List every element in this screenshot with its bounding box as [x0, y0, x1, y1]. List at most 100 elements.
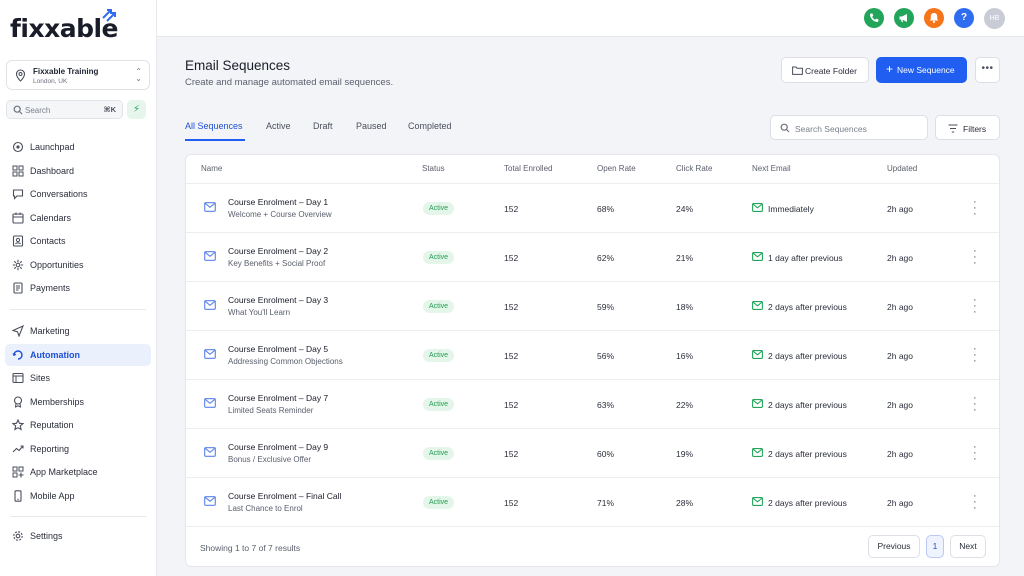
- click-rate: 28%: [676, 498, 694, 508]
- create-folder-button[interactable]: Create Folder: [781, 57, 869, 83]
- user-avatar[interactable]: HB: [984, 8, 1005, 29]
- sequence-name[interactable]: Course Enrolment – Day 3: [228, 295, 329, 305]
- more-options-button[interactable]: •••: [975, 57, 1000, 83]
- previous-page-button[interactable]: Previous: [868, 535, 920, 558]
- search-sequences-input[interactable]: Search Sequences: [770, 115, 928, 140]
- sidebar-item-contacts[interactable]: Contacts: [5, 230, 151, 252]
- help-icon[interactable]: ?: [954, 8, 974, 28]
- total-enrolled: 152: [504, 400, 519, 410]
- next-page-button[interactable]: Next: [950, 535, 986, 558]
- sidebar-item-app-marketplace[interactable]: App Marketplace: [5, 461, 151, 483]
- sidebar-item-label: Launchpad: [30, 142, 75, 152]
- column-header-click-rate: Click Rate: [676, 164, 713, 173]
- next-email: 2 days after previous: [768, 400, 847, 410]
- sidebar-item-launchpad[interactable]: Launchpad: [5, 136, 151, 158]
- next-email: 1 day after previous: [768, 253, 843, 263]
- new-sequence-label: New Sequence: [897, 65, 955, 75]
- sequence-name[interactable]: Course Enrolment – Final Call: [228, 491, 342, 501]
- updated-time: 2h ago: [887, 351, 913, 361]
- next-email: 2 days after previous: [768, 302, 847, 312]
- sequence-name[interactable]: Course Enrolment – Day 7: [228, 393, 329, 403]
- app-logo[interactable]: fixxable: [10, 14, 119, 43]
- tab-draft[interactable]: Draft: [313, 121, 333, 131]
- sidebar-item-conversations[interactable]: Conversations: [5, 183, 151, 205]
- table-row[interactable]: Course Enrolment – Day 2 Key Benefits + S…: [186, 233, 999, 282]
- sidebar-item-mobile-app[interactable]: Mobile App: [5, 485, 151, 507]
- sidebar-item-reporting[interactable]: Reporting: [5, 438, 151, 460]
- sequence-subtitle: Bonus / Exclusive Offer: [228, 455, 311, 464]
- filter-lines-icon: [948, 124, 958, 133]
- sidebar-item-label: Dashboard: [30, 166, 75, 176]
- open-rate: 68%: [597, 204, 615, 214]
- sequence-name[interactable]: Course Enrolment – Day 1: [228, 197, 329, 207]
- sidebar-item-reputation[interactable]: Reputation: [5, 414, 151, 436]
- new-sequence-button[interactable]: + New Sequence: [876, 57, 967, 83]
- page-1-button[interactable]: 1: [926, 535, 944, 558]
- email-schedule-icon: [752, 252, 763, 261]
- click-rate: 21%: [676, 253, 694, 263]
- top-bar: ? HB: [157, 0, 1024, 37]
- row-actions-kebab-icon[interactable]: · · ·: [973, 392, 977, 416]
- send-icon: [12, 325, 24, 337]
- sidebar-item-label: Settings: [30, 531, 63, 541]
- folder-icon: [792, 66, 803, 75]
- next-email: 2 days after previous: [768, 351, 847, 361]
- sidebar-item-automation[interactable]: Automation: [5, 344, 151, 366]
- sidebar-item-settings[interactable]: Settings: [5, 525, 151, 547]
- bell-icon[interactable]: [924, 8, 944, 28]
- row-actions-kebab-icon[interactable]: · · ·: [973, 294, 977, 318]
- row-actions-kebab-icon[interactable]: · · ·: [973, 343, 977, 367]
- row-actions-kebab-icon[interactable]: · · ·: [973, 245, 977, 269]
- quick-action-bolt-icon[interactable]: ⚡: [127, 100, 146, 119]
- table-row[interactable]: Course Enrolment – Day 7 Limited Seats Re…: [186, 380, 999, 429]
- sidebar-item-dashboard[interactable]: Dashboard: [5, 160, 151, 182]
- mail-icon: [204, 251, 216, 261]
- phone-icon[interactable]: [864, 8, 884, 28]
- megaphone-icon[interactable]: [894, 8, 914, 28]
- table-row[interactable]: Course Enrolment – Day 1 Welcome + Course…: [186, 184, 999, 233]
- create-folder-label: Create Folder: [805, 66, 857, 76]
- mail-icon: [204, 496, 216, 506]
- sequence-name[interactable]: Course Enrolment – Day 2: [228, 246, 329, 256]
- sequence-name[interactable]: Course Enrolment – Day 5: [228, 344, 329, 354]
- sidebar-item-marketing[interactable]: Marketing: [5, 320, 151, 342]
- sidebar-item-label: Opportunities: [30, 260, 84, 270]
- tab-paused[interactable]: Paused: [356, 121, 387, 131]
- row-actions-kebab-icon[interactable]: · · ·: [973, 196, 977, 220]
- sidebar-item-payments[interactable]: Payments: [5, 277, 151, 299]
- total-enrolled: 152: [504, 449, 519, 459]
- updated-time: 2h ago: [887, 204, 913, 214]
- status-badge: Active: [423, 398, 455, 411]
- chevron-up-down-icon: ⌃ ⌄: [135, 67, 142, 83]
- table-row[interactable]: Course Enrolment – Day 9 Bonus / Exclusiv…: [186, 429, 999, 478]
- payments-icon: [13, 282, 23, 294]
- sidebar-item-label: Sites: [30, 373, 51, 383]
- sidebar-search[interactable]: Search ⌘K: [6, 100, 123, 119]
- sidebar-item-label: Payments: [30, 283, 71, 293]
- table-row[interactable]: Course Enrolment – Day 3 What You'll Lear…: [186, 282, 999, 331]
- page-subtitle: Create and manage automated email sequen…: [185, 77, 394, 88]
- tab-active[interactable]: Active: [266, 121, 291, 131]
- table-row[interactable]: Course Enrolment – Day 5 Addressing Commo…: [186, 331, 999, 380]
- sequence-subtitle: Addressing Common Objections: [228, 357, 343, 366]
- row-actions-kebab-icon[interactable]: · · ·: [973, 490, 977, 514]
- sequence-name[interactable]: Course Enrolment – Day 9: [228, 442, 329, 452]
- table-row[interactable]: Course Enrolment – Final Call Last Chance…: [186, 478, 999, 527]
- sidebar-item-calendars[interactable]: Calendars: [5, 207, 151, 229]
- sidebar-item-memberships[interactable]: Memberships: [5, 391, 151, 413]
- tab-all-sequences[interactable]: All Sequences: [185, 121, 243, 131]
- row-actions-kebab-icon[interactable]: · · ·: [973, 441, 977, 465]
- status-badge: Active: [423, 202, 455, 215]
- tab-completed[interactable]: Completed: [408, 121, 452, 131]
- mail-icon: [204, 349, 216, 359]
- sidebar-item-opportunities[interactable]: Opportunities: [5, 254, 151, 276]
- active-tab-indicator: [185, 139, 245, 141]
- sidebar-item-label: Reputation: [30, 420, 74, 430]
- account-switcher[interactable]: Fixxable Training London, UK ⌃ ⌄: [6, 60, 150, 90]
- opportunities-icon: [12, 259, 24, 271]
- pagination-summary: Showing 1 to 7 of 7 results: [200, 543, 301, 553]
- status-badge: Active: [423, 447, 455, 460]
- sidebar-item-label: Reporting: [30, 444, 70, 454]
- sidebar-item-sites[interactable]: Sites: [5, 367, 151, 389]
- filters-button[interactable]: Filters: [935, 115, 1000, 140]
